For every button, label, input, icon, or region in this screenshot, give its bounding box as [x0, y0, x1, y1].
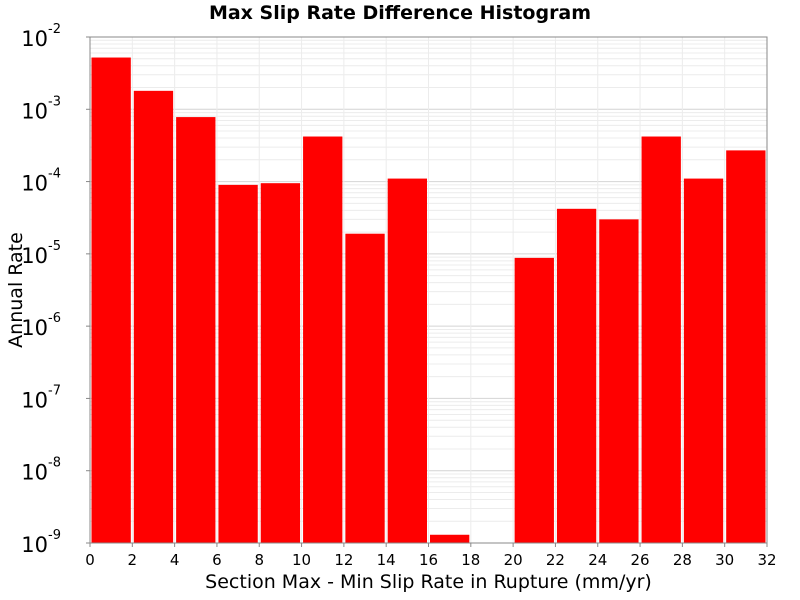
y-tick-exponent: -9: [48, 528, 61, 543]
bar: [91, 57, 131, 543]
y-tick-label: 10-6: [21, 311, 61, 340]
y-tick-exponent: -3: [48, 94, 61, 109]
bar: [133, 90, 174, 543]
bar: [303, 136, 343, 543]
x-axis-label: Section Max - Min Slip Rate in Rupture (…: [205, 571, 652, 593]
y-tick-exponent: -4: [48, 167, 61, 182]
x-tick-label: 20: [504, 551, 523, 569]
x-tick-label: 16: [419, 551, 438, 569]
x-tick-label: 4: [170, 551, 180, 569]
x-tick-label: 26: [631, 551, 650, 569]
x-tick-label: 12: [334, 551, 353, 569]
x-ticks: 0 2 4 6 8 10 12 14 16 18 20 22 24 26 28 30 32: [85, 543, 777, 569]
bar: [176, 117, 216, 544]
y-tick-exponent: -7: [48, 383, 61, 398]
x-tick-label: 8: [254, 551, 264, 569]
x-tick-label: 32: [757, 551, 776, 569]
bar: [726, 150, 766, 543]
y-tick-exponent: -8: [48, 456, 61, 471]
bar: [599, 219, 639, 543]
x-tick-label: 6: [212, 551, 222, 569]
bar: [345, 233, 385, 543]
y-tick-label: 10-3: [21, 94, 61, 123]
bar: [430, 534, 470, 543]
bar: [683, 178, 724, 543]
x-tick-label: 10: [292, 551, 311, 569]
bar: [514, 257, 554, 543]
x-tick-label: 30: [715, 551, 734, 569]
bar: [218, 184, 258, 544]
x-tick-label: 0: [85, 551, 95, 569]
y-tick-exponent: -5: [48, 239, 61, 254]
x-tick-label: 18: [461, 551, 480, 569]
y-tick-exponent: -6: [48, 311, 61, 326]
y-ticks: 10-2 10-3 10-4 10-5 10-6 10-7 10-8 10-9: [21, 22, 90, 557]
y-tick-exponent: -2: [48, 22, 61, 37]
y-tick-label: 10-5: [21, 239, 61, 268]
y-tick-label: 10-2: [21, 22, 61, 51]
y-tick-label: 10-7: [21, 383, 61, 412]
x-tick-label: 28: [673, 551, 692, 569]
y-tick-label: 10-8: [21, 456, 61, 485]
chart-title: Max Slip Rate Difference Histogram: [208, 2, 592, 24]
x-tick-label: 14: [377, 551, 396, 569]
bar: [641, 136, 681, 543]
bar: [260, 183, 301, 543]
bars: [91, 57, 766, 544]
x-tick-label: 2: [128, 551, 138, 569]
bar: [556, 208, 597, 544]
x-tick-label: 24: [588, 551, 607, 569]
y-tick-label: 10-4: [21, 167, 61, 196]
x-tick-label: 22: [546, 551, 565, 569]
bar: [387, 178, 427, 543]
y-tick-label: 10-9: [21, 528, 61, 557]
